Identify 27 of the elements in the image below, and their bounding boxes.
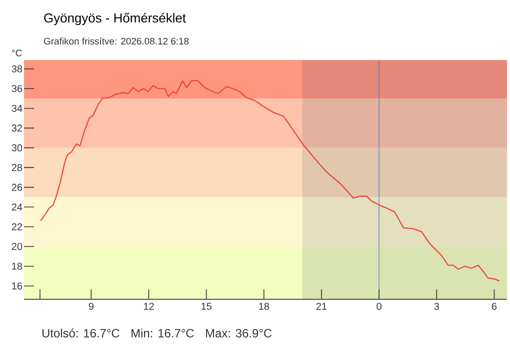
- y-tick-label: 30: [12, 144, 22, 152]
- y-tick-label: 24: [12, 204, 22, 211]
- chart-title: Gyöngyös - Hőmérséklet: [44, 12, 186, 26]
- text: Utolsó: 16.7°C: [42, 328, 120, 338]
- y-axis-title: °C: [12, 50, 22, 56]
- x-tick-label: 18: [259, 302, 270, 310]
- y-tick-label: 34: [12, 104, 22, 112]
- x-tick-label: 3: [434, 302, 439, 310]
- y-tick-label: 26: [12, 184, 22, 191]
- chart-subtitle: Grafikon frissítve: 2026.08.12 6:18: [44, 37, 189, 45]
- y-tick-label: 16: [12, 282, 22, 290]
- y-tick-label: 38: [12, 65, 22, 72]
- y-tick-label: 20: [12, 242, 22, 250]
- y-tick-label: 18: [12, 262, 22, 270]
- x-tick-label: 6: [492, 302, 497, 310]
- y-tick-label: 36: [12, 85, 22, 92]
- y-tick-label: 32: [12, 124, 22, 132]
- y-tick-label: 28: [12, 164, 22, 172]
- y-tick-label: 22: [12, 223, 22, 230]
- line-series: [40, 80, 500, 282]
- x-tick-label: 15: [202, 302, 212, 310]
- x-tick-label: 0: [376, 302, 382, 310]
- x-tick-label: 9: [88, 302, 94, 310]
- x-tick-label: 12: [144, 302, 154, 310]
- text: Max: 36.9°C: [206, 329, 272, 338]
- text: Min: 16.7°C: [132, 328, 194, 338]
- x-tick-label: 21: [316, 302, 327, 310]
